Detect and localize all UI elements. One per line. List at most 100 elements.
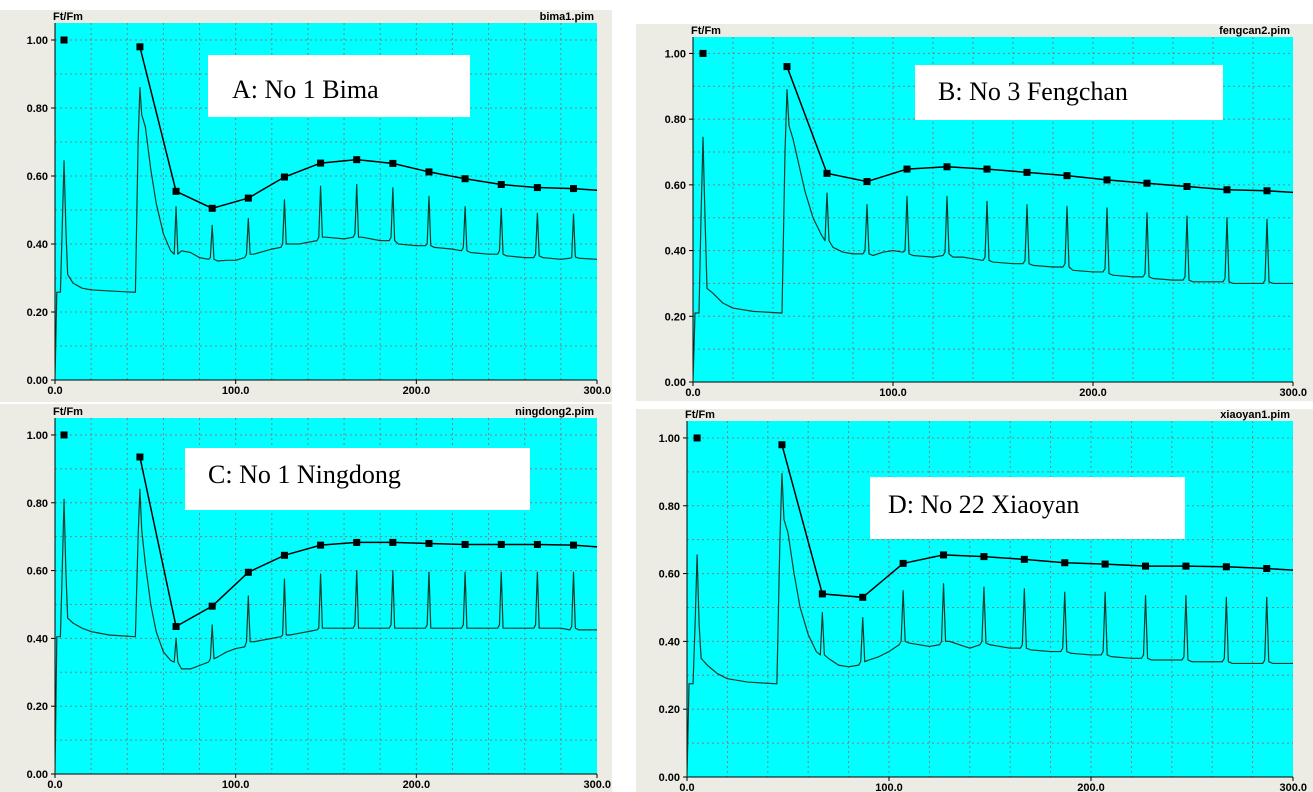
y-tick-label: 0.20 [659,704,680,716]
fm-peak-marker [280,551,288,559]
x-tick-label: 0.0 [679,782,694,792]
fm-peak-marker [136,43,144,51]
file-name-label: xiaoyan1.pim [1220,409,1290,421]
y-tick-label: 1.00 [665,48,686,60]
y-tick-label: 0.20 [665,311,686,323]
fm-peak-marker [1222,563,1230,571]
fm-peak-marker [353,156,361,164]
x-tick-label: 200.0 [1077,782,1105,792]
y-tick-label: 0.40 [27,633,48,645]
fm-peak-marker [244,194,252,202]
x-tick-label: 200.0 [403,779,431,791]
file-name-label: bima1.pim [540,11,595,23]
fm-peak-marker [1020,555,1028,563]
fm-peak-marker [1263,187,1271,195]
x-tick-label: 100.0 [222,779,250,791]
fm-peak-marker [497,540,505,548]
fm-peak-marker [1263,564,1271,572]
chart-panel-d: 0.00 0.20 0.40 0.60 0.80 1.00 0.0 100.0 200.0 300… [636,409,1313,792]
fm-peak-marker [353,538,361,546]
fm-peak-marker [425,168,433,176]
y-tick-label: 0.60 [665,180,686,192]
fm-peak-marker [389,538,397,546]
y-tick-label: 0.60 [659,569,680,581]
chart-panel-b: 0.00 0.20 0.40 0.60 0.80 1.00 0.0 100.0 200.0 300… [636,24,1313,401]
fm-peak-marker [172,187,180,195]
fm-peak-marker [823,169,831,177]
fm-peak-marker [1143,179,1151,187]
file-name-label: ningdong2.pim [515,406,594,418]
fm-peak-marker [461,175,469,183]
fm-peak-marker [208,204,216,212]
y-tick-label: 0.00 [27,375,48,387]
fm-peak-marker [208,602,216,610]
ft-trace-line [54,488,597,775]
panel-label-box [185,448,530,510]
fm-peak-marker [60,36,68,44]
chart-panel-a: 0.00 0.20 0.40 0.60 0.80 1.00 0.0 100.0 200.0 300… [0,10,612,402]
fm-peak-marker [699,49,707,57]
fm-peak-line [781,444,1294,599]
fm-peak-marker [1061,559,1069,567]
fm-peak-marker [1063,172,1071,180]
y-tick-label: 0.80 [27,103,48,115]
x-tick-label: 100.0 [875,782,903,792]
fm-peak-marker [317,159,325,167]
fm-peak-marker [1182,562,1190,570]
fm-peak-marker [818,590,826,598]
fm-peak-line [139,456,598,628]
x-tick-label: 100.0 [222,385,250,397]
fm-peak-marker [899,559,907,567]
fm-peak-marker [570,541,578,549]
fm-peak-marker [783,63,791,71]
fm-peak-marker [60,431,68,439]
panel-label-box [208,55,470,117]
fm-peak-marker [497,181,505,188]
x-tick-label: 300.0 [583,779,611,791]
fm-peak-marker [244,568,252,576]
x-tick-label: 0.0 [685,387,700,399]
fm-peak-marker [1142,562,1150,570]
y-tick-label: 1.00 [27,430,48,442]
file-name-label: fengcan2.pim [1219,25,1290,37]
x-tick-label: 200.0 [1079,387,1107,399]
y-tick-label: 1.00 [27,35,48,47]
fm-peak-marker [983,165,991,173]
x-tick-label: 200.0 [403,385,431,397]
fm-peak-line [139,46,598,210]
fm-peak-marker [136,453,144,461]
panel-label-box [870,477,1185,539]
fm-peak-marker [570,185,578,193]
y-tick-label: 0.40 [665,246,686,258]
fm-peak-line [786,66,1294,194]
panel-label-box [915,65,1223,120]
fm-peak-marker [425,539,433,547]
y-tick-label: 0.20 [27,307,48,319]
x-tick-label: 0.0 [47,779,62,791]
fm-peak-marker [1101,560,1109,568]
fm-peak-marker [863,178,871,186]
y-axis-label: Ft/Fm [53,406,83,418]
fm-peak-marker [859,593,867,601]
ft-trace-line [686,472,1293,778]
fm-peak-marker [693,434,701,442]
y-tick-label: 0.00 [665,377,686,389]
y-axis-label: Ft/Fm [691,25,721,37]
panel-label: D: No 22 Xiaoyan [888,490,1079,519]
y-tick-label: 0.40 [27,239,48,251]
panel-label: A: No 1 Bima [232,75,379,104]
fm-peak-marker [1223,186,1231,194]
ft-trace-line [692,88,1293,383]
panel-label: C: No 1 Ningdong [208,460,401,489]
fm-peak-marker [1183,183,1191,190]
y-tick-label: 0.80 [665,114,686,126]
y-tick-label: 0.80 [659,501,680,513]
y-tick-label: 0.80 [27,498,48,510]
fm-peak-marker [533,184,541,192]
y-tick-label: 0.00 [27,769,48,781]
fm-peak-marker [1103,176,1111,184]
plot-area [687,421,1293,777]
y-tick-label: 0.00 [659,772,680,784]
fm-peak-marker [940,551,948,559]
x-tick-label: 300.0 [583,385,611,397]
